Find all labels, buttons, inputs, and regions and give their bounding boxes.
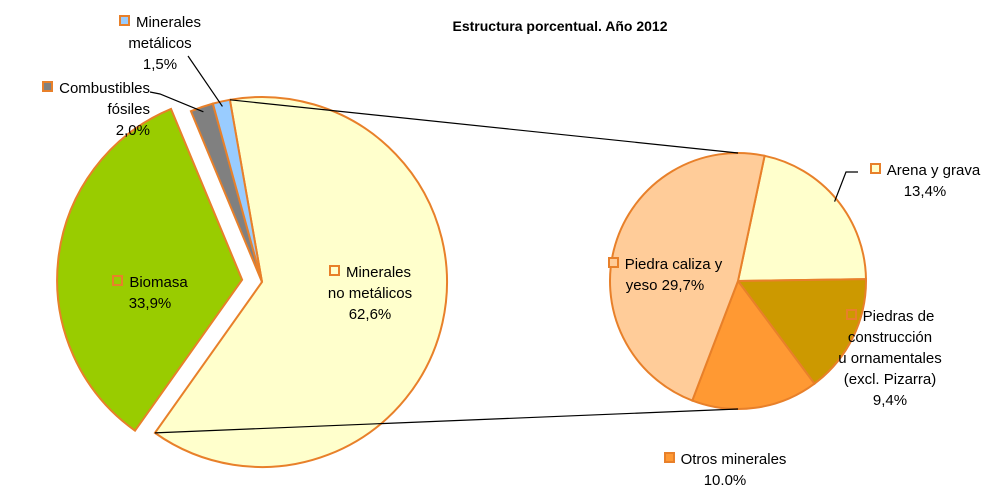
category-label: Arena y grava [886,162,981,179]
data-label: Minerales metálicos 1,5% [100,12,220,75]
data-label: Piedras de construcción u ornamentales (… [815,306,965,411]
value-label: 62,6% [348,306,392,323]
leader-line [187,55,223,107]
legend-marker [663,452,675,463]
pie-slice [211,98,263,283]
category-label: Combustibles fósiles [59,80,150,118]
value-label: 10.0% [703,472,747,489]
connector-line [154,408,739,434]
connector-line [229,99,739,154]
legend-marker [607,257,619,268]
value-label: 2,0% [115,122,150,139]
value-label: 1,5% [142,56,178,73]
value-label: 9,4% [872,392,908,409]
value-label: 13,4% [903,183,947,200]
category-label: Minerales no metálicos [327,264,413,302]
data-label: Minerales no metálicos 62,6% [295,262,445,325]
pie-slice [609,152,766,402]
category-label: Minerales metálicos [128,14,202,52]
legend-marker [845,309,857,320]
chart-title: Estructura porcentual. Año 2012 [452,18,668,34]
leader-line [149,91,204,113]
data-label: Otros minerales 10.0% [640,449,810,489]
category-label: Otros minerales [680,451,787,468]
category-label: Biomasa [129,274,188,291]
pie-slice [56,107,244,433]
data-label: Arena y grava 13,4% [860,160,990,202]
category-label: Piedra caliza y yeso [624,256,723,294]
pie-slice [736,154,868,283]
value-label: 29,7% [661,277,705,294]
pie-slice [153,96,448,468]
legend-marker [42,81,54,92]
legend-marker [112,275,124,286]
pie-slice [690,278,816,410]
value-label: 33,9% [128,295,172,312]
pie-slice [736,278,867,386]
data-label: Biomasa 33,9% [80,272,220,314]
leader-line [834,171,858,202]
data-label: Piedra caliza y yeso 29,7% [585,254,745,296]
category-label: Piedras de construcción u ornamentales (… [838,308,942,388]
legend-marker [328,265,340,276]
data-label: Combustibles fósiles 2,0% [10,78,150,141]
legend-marker [118,15,130,26]
legend-marker [869,163,881,174]
